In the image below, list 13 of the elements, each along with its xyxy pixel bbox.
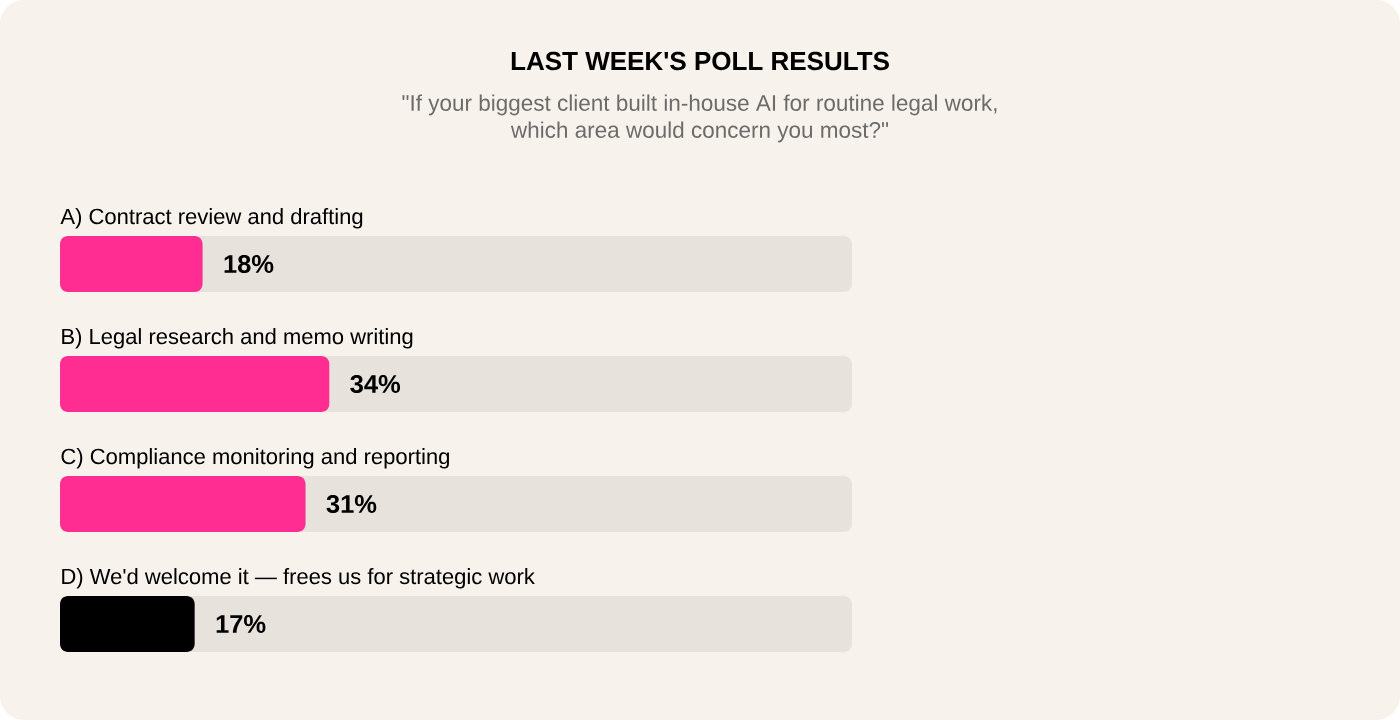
bar: [60, 596, 195, 652]
y-tick-label: B) Legal research and memo writing: [62, 328, 413, 349]
y-tick-label: A) Contract review and drafting: [60, 208, 363, 229]
chart-subtitle: "If your biggest client built in-house AI for routine legal work, which area would concern you most?": [402, 94, 997, 143]
bar: [60, 476, 306, 532]
data-label: 34%: [350, 374, 401, 394]
data-label: 18%: [224, 254, 274, 274]
y-tick-label: C) Compliance monitoring and reporting: [61, 448, 449, 469]
chart-title: LAST WEEK'S POLL RESULTS: [511, 51, 889, 71]
data-label: 31%: [326, 494, 377, 514]
bar: [60, 236, 203, 293]
y-tick-label: D) We'd welcome it — frees us for strategic work: [62, 568, 535, 589]
data-label: 17%: [216, 615, 266, 633]
